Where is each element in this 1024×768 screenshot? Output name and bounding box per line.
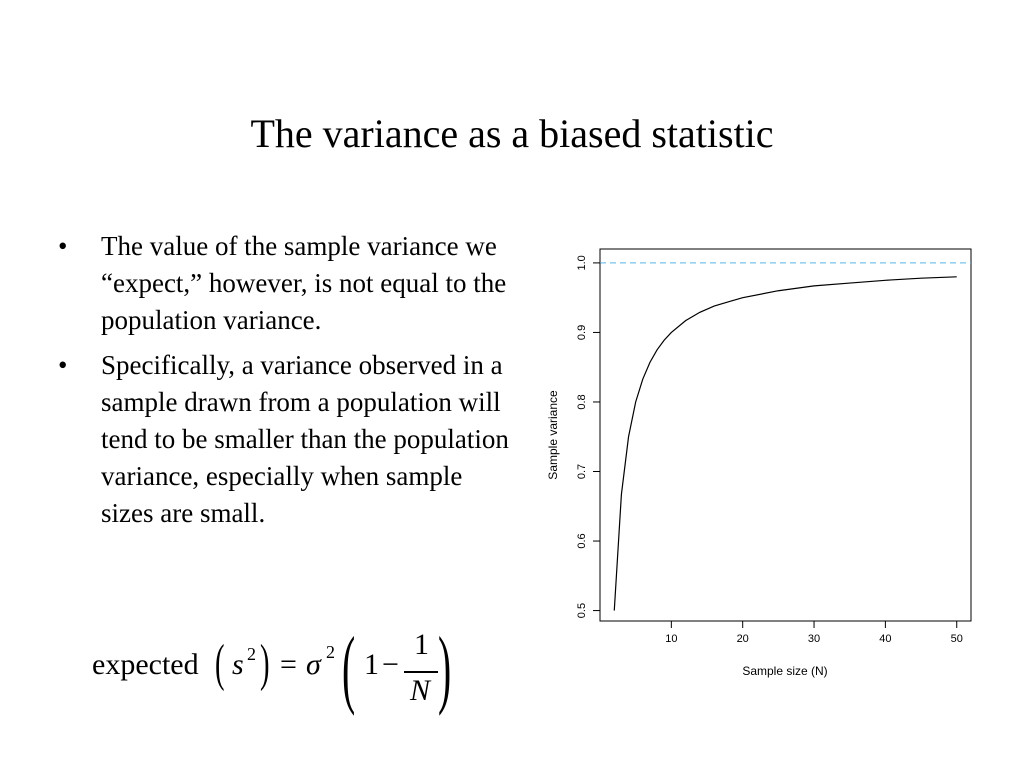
formula-exponent: 2 <box>326 642 335 662</box>
series-group <box>613 276 957 611</box>
y-tick-label: 0.7 <box>576 464 588 479</box>
formula-variable: s <box>232 648 244 681</box>
formula-exponent: 2 <box>247 644 256 664</box>
formula-minus: − <box>382 648 399 681</box>
x-axis: 10 20 30 40 50 <box>665 620 963 645</box>
variance-chart: 10 20 30 40 50 0.5 0.6 0.7 0.8 0.9 1.0 Sample siz… <box>546 248 972 678</box>
fraction-bar <box>404 671 438 673</box>
series-line <box>613 276 957 611</box>
y-axis-label: Sample variance <box>546 390 560 480</box>
bullet-text: Specifically, a variance observed in a s… <box>101 350 509 528</box>
expected-variance-formula: expected ( s 2 ) = σ 2 ( 1 − 1 N ) <box>92 620 492 718</box>
formula-denominator: N <box>410 674 431 707</box>
bullet-list: • The value of the sample variance we “e… <box>58 228 520 540</box>
x-axis-label: Sample size (N) <box>742 664 827 678</box>
bullet-item: • The value of the sample variance we “e… <box>58 228 520 339</box>
formula-paren: ) <box>260 635 270 692</box>
x-tick-label: 40 <box>879 633 891 645</box>
x-tick-label: 50 <box>951 633 963 645</box>
x-tick-label: 10 <box>665 633 677 645</box>
formula-paren: ( <box>342 620 356 717</box>
bullet-dot: • <box>58 350 68 380</box>
bullet-item: • Specifically, a variance observed in a… <box>58 347 520 532</box>
formula-one: 1 <box>364 648 379 681</box>
bullet-text: The value of the sample variance we “exp… <box>101 231 507 335</box>
formula-paren: ) <box>438 620 452 717</box>
formula-equals: = <box>280 648 297 681</box>
y-tick-label: 0.6 <box>576 533 588 548</box>
y-tick-label: 1.0 <box>576 255 588 270</box>
formula-word: expected <box>92 648 199 681</box>
plot-frame <box>599 248 972 622</box>
x-tick-label: 30 <box>808 633 820 645</box>
bullet-dot: • <box>58 231 68 261</box>
y-tick-label: 0.5 <box>576 603 588 618</box>
y-tick-label: 0.8 <box>576 394 588 409</box>
formula-paren: ( <box>215 635 225 692</box>
x-tick-label: 20 <box>737 633 749 645</box>
formula-sigma: σ <box>306 648 321 681</box>
formula-numerator: 1 <box>414 628 429 661</box>
y-tick-label: 0.9 <box>576 325 588 340</box>
slide-title: The variance as a biased statistic <box>250 111 774 156</box>
y-axis: 0.5 0.6 0.7 0.8 0.9 1.0 <box>576 255 601 618</box>
